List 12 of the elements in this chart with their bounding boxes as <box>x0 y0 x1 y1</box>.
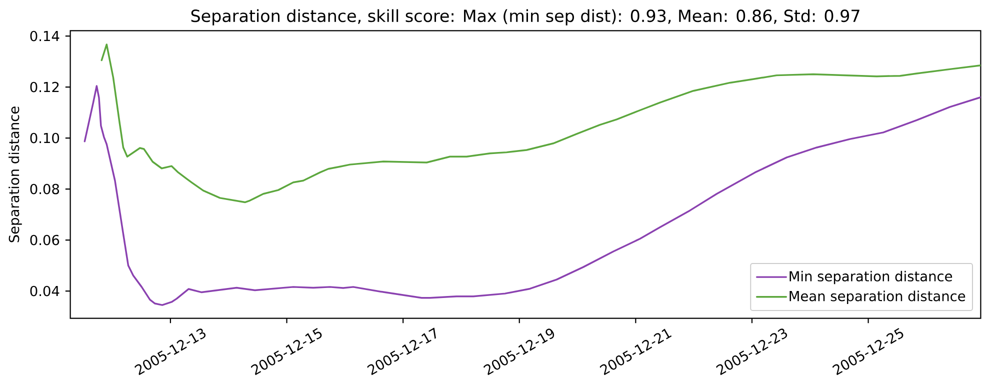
y-tick-label: 0.12 <box>30 82 59 92</box>
y-tick-label: 0.10 <box>30 132 60 144</box>
legend-label: Mean separation distance <box>790 290 966 304</box>
y-tick-label: 0.04 <box>30 286 60 296</box>
legend-label: Min separation distance <box>790 270 952 284</box>
y-tick-label: 0.08 <box>30 184 60 194</box>
y-tick-label: 0.14 <box>30 30 60 42</box>
chart-title: Separation distance, skill score: Max (min sep dist): 0.93, Mean: 0.86, Std: 0.97 <box>191 9 860 26</box>
line-series <box>100 44 981 204</box>
y-tick-label: 0.06 <box>30 234 60 246</box>
line-series <box>84 85 981 306</box>
y-axis-title: Separation distance <box>8 106 22 242</box>
